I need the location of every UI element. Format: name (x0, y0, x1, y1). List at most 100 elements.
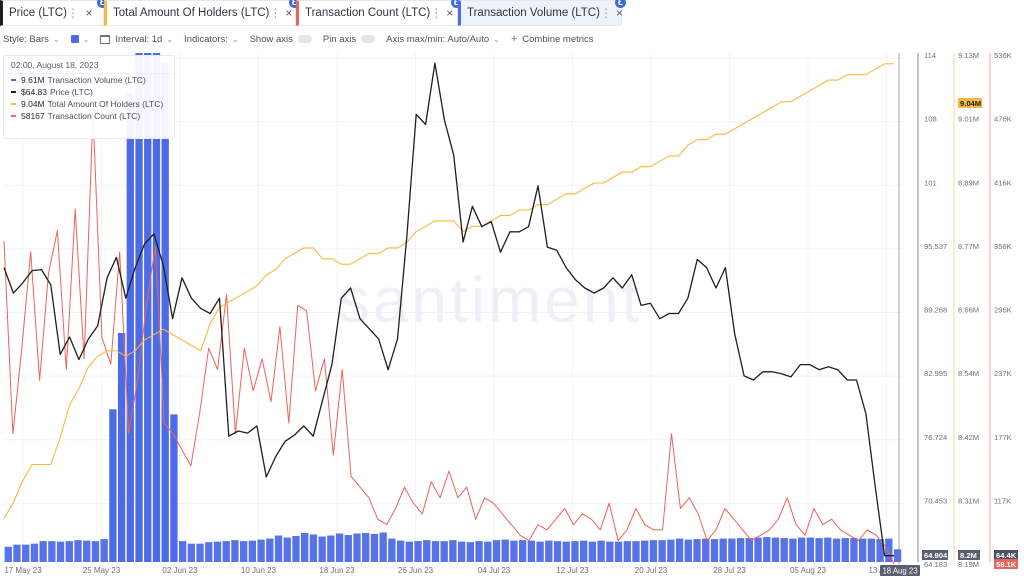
pin-axis-toggle[interactable]: Pin axis (322, 33, 376, 45)
show-axis-toggle[interactable]: Show axis (250, 34, 312, 45)
legend-swatch (11, 91, 16, 93)
volume-bar (501, 539, 509, 562)
x-tick-label: 02 Jun 23 (162, 566, 198, 575)
volume-bar (736, 538, 745, 562)
chevron-down-icon: ⌄ (231, 34, 239, 44)
tab-transaction-count[interactable]: Transaction Count (LTC) ⋮ × Ł (296, 0, 462, 26)
more-icon[interactable]: ⋮ (430, 6, 443, 20)
x-current-label: 18 Aug 23 (882, 567, 917, 576)
style-select[interactable]: Style: Bars ⌄ (3, 34, 60, 45)
tab-label: Total Amount Of Holders (LTC) (113, 7, 270, 19)
litecoin-icon: Ł (451, 0, 462, 8)
tab-label: Price (LTC) (9, 7, 67, 19)
tab-transaction-volume[interactable]: Transaction Volume (LTC) ⋮ × Ł (458, 0, 626, 26)
volume-bar (388, 538, 396, 562)
volume-bar (239, 541, 248, 562)
toggle-switch[interactable] (297, 35, 312, 43)
x-tick-label: 18 Jun 23 (319, 566, 355, 575)
volume-bar (484, 541, 492, 562)
tooltip-value: 58167 (21, 111, 45, 121)
volume-bar (536, 541, 544, 562)
combine-metrics-label: Combine metrics (522, 33, 594, 45)
price-axis-tick: 89.268 (924, 306, 947, 315)
volume-bar (693, 539, 701, 562)
volume-bar (274, 535, 283, 562)
volume-bar (248, 540, 257, 562)
volume-bar (719, 538, 727, 562)
count-current-bottom: 58.1K (996, 560, 1017, 569)
volume-bar (710, 539, 719, 562)
volume-bar (649, 540, 658, 562)
axis-maxmin-select[interactable]: Axis max/min: Auto/Auto ⌄ (386, 34, 500, 45)
calendar-icon (100, 34, 111, 44)
volume-bar (885, 538, 893, 562)
volume-bar (109, 409, 117, 562)
metrics-chart[interactable]: santiment 17 May 23 25 May 23 02 Jun 23 10 … (0, 50, 1024, 579)
more-icon[interactable]: ⋮ (269, 6, 282, 20)
volume-bars (4, 53, 902, 563)
combine-metrics-button[interactable]: + Combine metrics (511, 33, 594, 45)
holders-axis-tick: 8.66M (958, 306, 979, 315)
price-axis-tick: 76.724 (924, 433, 947, 442)
chevron-down-icon: ⌄ (166, 34, 174, 44)
close-icon[interactable]: × (615, 6, 623, 20)
interval-label: Interval: 1d (115, 33, 163, 45)
volume-bar (457, 541, 466, 562)
volume-bar (126, 93, 134, 562)
volume-bar (475, 541, 483, 562)
volume-bar (431, 541, 440, 562)
close-icon[interactable]: × (285, 6, 293, 20)
volume-bar (440, 541, 448, 562)
volume-bar (39, 541, 47, 562)
count-axis-tick: 237K (994, 369, 1012, 378)
tooltip-value: $64.83 (21, 87, 47, 97)
price-axis-tick: 70.453 (924, 496, 947, 505)
volume-bar (74, 540, 82, 562)
volume-bar (48, 541, 56, 562)
close-icon[interactable]: × (446, 6, 454, 20)
price-current: 64.904 (924, 551, 948, 560)
price-line (3, 62, 894, 557)
holders-axis-tick: 8.54M (958, 369, 979, 378)
tooltip-value: 9.04M (21, 99, 45, 109)
volume-bar (91, 541, 100, 562)
tooltip-label: Price (LTC) (50, 87, 93, 97)
indicators-select[interactable]: Indicators: ⌄ (184, 34, 239, 45)
volume-bar (510, 540, 518, 562)
volume-bar (754, 537, 762, 562)
chevron-down-icon: ⌄ (493, 34, 500, 44)
x-tick-label: 05 Aug 23 (790, 566, 827, 575)
more-icon[interactable]: ⋮ (66, 6, 79, 20)
tab-holders[interactable]: Total Amount Of Holders (LTC) ⋮ × Ł (104, 0, 300, 26)
count-axis-tick: 117K (994, 496, 1011, 505)
volume-bar (423, 540, 431, 562)
x-tick-label: 25 May 23 (83, 566, 121, 575)
toggle-switch[interactable] (361, 35, 376, 43)
more-icon[interactable]: ⋮ (599, 6, 612, 20)
tab-price[interactable]: Price (LTC) ⋮ × Ł (0, 0, 108, 26)
volume-bar (806, 537, 815, 562)
litecoin-icon: Ł (615, 0, 626, 8)
close-icon[interactable]: × (85, 6, 93, 20)
holders-axis-tick: 9.01M (958, 115, 979, 124)
pin-axis-label: Pin axis (322, 33, 357, 45)
volume-bar (283, 537, 291, 562)
holders-current-top-bg (958, 98, 982, 108)
volume-bar (292, 536, 300, 562)
color-select[interactable]: ⌄ (70, 35, 89, 44)
volume-bar (867, 538, 876, 562)
volume-bar (667, 539, 675, 562)
price-axis-tick: 101 (924, 178, 937, 187)
volume-bar (562, 541, 570, 562)
interval-select[interactable]: Interval: 1d ⌄ (100, 34, 173, 45)
volume-bar (414, 541, 422, 562)
volume-bar (815, 538, 823, 562)
volume-bar (518, 540, 527, 562)
volume-bar (553, 541, 562, 562)
holders-axis-tick: 8.31M (958, 496, 979, 505)
volume-bar (117, 332, 126, 562)
tooltip-label: Transaction Volume (LTC) (47, 75, 146, 85)
volume-bar (588, 541, 597, 562)
holders-axis-tick: 8.77M (958, 242, 979, 251)
volume-bar (301, 532, 309, 562)
